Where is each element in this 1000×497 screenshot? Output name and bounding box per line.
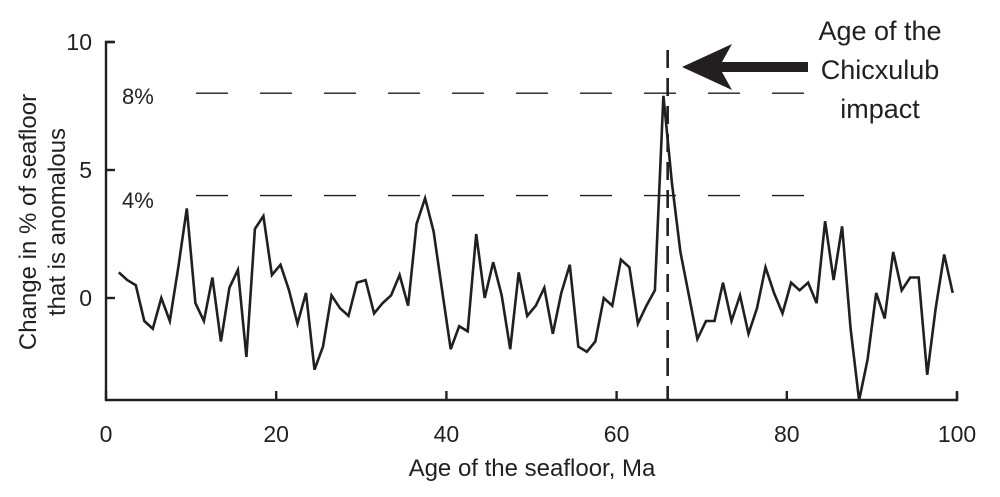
data-line xyxy=(117,95,954,401)
annotation-line1: Age of the xyxy=(818,16,941,46)
y-tick-label: 5 xyxy=(79,157,92,183)
x-tick-label: 20 xyxy=(263,421,289,447)
y-axis-label-line1: Change in % of seafloor xyxy=(15,94,42,350)
x-tick-labels: 0 20 40 60 80 100 xyxy=(100,421,977,447)
annotation-line2: Chicxulub xyxy=(821,55,940,85)
x-tick-label: 60 xyxy=(604,421,630,447)
x-tick-label: 100 xyxy=(938,421,976,447)
x-tick-label: 40 xyxy=(434,421,460,447)
y-tick-label: 0 xyxy=(79,285,92,311)
axis-lines xyxy=(104,40,959,402)
reference-lines xyxy=(196,50,821,400)
y-axis-label-line2: that is anomalous xyxy=(44,128,71,316)
x-tick-label: 0 xyxy=(100,421,113,447)
ref-label-4pct: 4% xyxy=(122,188,154,213)
reference-labels: 8% 4% xyxy=(122,84,154,213)
y-tick-label: 10 xyxy=(66,29,92,55)
axes xyxy=(104,40,959,402)
arrow-icon xyxy=(682,44,808,90)
x-axis-label: Age of the seafloor, Ma xyxy=(409,455,656,482)
annotation-line3: impact xyxy=(840,94,920,124)
y-tick-labels: 0 5 10 xyxy=(66,29,92,311)
ref-label-8pct: 8% xyxy=(122,84,154,109)
y-axis-title: Change in % of seafloor that is anomalou… xyxy=(15,94,71,350)
x-tick-label: 80 xyxy=(774,421,800,447)
chicxulub-annotation: Age of the Chicxulub impact xyxy=(682,16,942,124)
